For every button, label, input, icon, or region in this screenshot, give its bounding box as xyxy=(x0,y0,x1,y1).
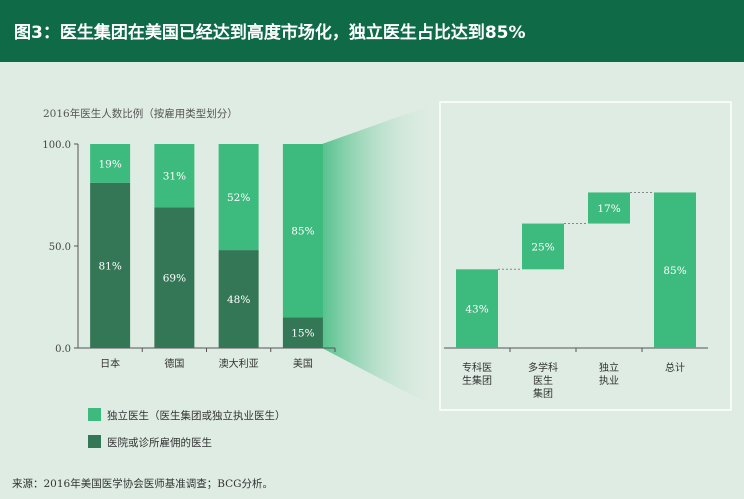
waterfall-bar xyxy=(456,269,498,348)
bar-independent xyxy=(90,144,131,183)
waterfall-bar xyxy=(588,192,630,224)
bar-value-label: 48% xyxy=(227,294,250,306)
bar-value-label: 52% xyxy=(227,192,250,204)
bar-employed xyxy=(90,182,131,348)
x-category-label: 澳大利亚 xyxy=(219,357,259,370)
x-category-label: 专科医 xyxy=(462,361,492,374)
x-category-label: 总计 xyxy=(665,361,685,374)
chart-canvas: 2016年医生人数比例（按雇用类型划分） 0.0 50.0 100.0 81% 19% 日… xyxy=(42,101,732,449)
left-stacked-bar-chart: 0.0 50.0 100.0 81% 19% 日本 69% 31% 德国 48% 52% 澳大利亚 15… xyxy=(42,140,336,370)
x-category-label: 生集团 xyxy=(462,374,492,387)
bar-value-label: 85% xyxy=(663,265,686,277)
bar-employed xyxy=(218,250,259,348)
header-banner: 图3：医生集团在美国已经达到高度市场化，独立医生占比达到85% xyxy=(0,0,744,62)
bar-employed xyxy=(282,317,323,348)
x-category-label: 独立 xyxy=(599,361,619,374)
bar-independent xyxy=(218,144,259,251)
x-category-label: 德国 xyxy=(164,357,184,370)
bar-independent xyxy=(154,144,195,208)
bar-value-label: 17% xyxy=(597,203,620,215)
page-title: 图3：医生集团在美国已经达到高度市场化，独立医生占比达到85% xyxy=(14,23,526,43)
bar-value-label: 25% xyxy=(531,241,554,253)
y-tick-label: 100.0 xyxy=(42,140,71,151)
legend-label-independent: 独立医生（医生集团或独立执业医生） xyxy=(107,409,286,422)
y-tick-label: 0.0 xyxy=(55,344,71,355)
legend-swatch-employed xyxy=(88,435,101,448)
bar-value-label: 43% xyxy=(465,304,488,316)
zoom-connector xyxy=(322,102,440,410)
bar-value-label: 15% xyxy=(291,328,314,340)
bar-value-label: 31% xyxy=(163,171,186,183)
x-category-label: 多学科 xyxy=(528,361,558,374)
bar-value-label: 69% xyxy=(163,273,186,285)
x-category-label: 执业 xyxy=(599,374,619,387)
legend: 独立医生（医生集团或独立执业医生） 医院或诊所雇佣的医生 xyxy=(88,408,286,449)
source-note: 来源：2016年美国医学协会医师基准调查；BCG分析。 xyxy=(12,478,274,490)
y-tick-label: 50.0 xyxy=(49,242,71,253)
bar-independent xyxy=(282,144,323,318)
legend-label-employed: 医院或诊所雇佣的医生 xyxy=(107,436,212,449)
bar-value-label: 19% xyxy=(98,158,121,170)
waterfall-total-bar xyxy=(654,192,696,348)
waterfall-bar xyxy=(522,223,564,270)
x-category-label: 集团 xyxy=(533,387,553,400)
bar-employed xyxy=(154,207,195,348)
bar-value-label: 85% xyxy=(291,226,314,238)
left-chart-title: 2016年医生人数比例（按雇用类型划分） xyxy=(43,107,238,120)
x-category-label: 日本 xyxy=(100,357,120,370)
x-category-label: 医生 xyxy=(533,374,553,387)
x-category-label: 美国 xyxy=(293,357,313,370)
legend-swatch-independent xyxy=(88,408,101,421)
bar-value-label: 81% xyxy=(98,260,121,272)
